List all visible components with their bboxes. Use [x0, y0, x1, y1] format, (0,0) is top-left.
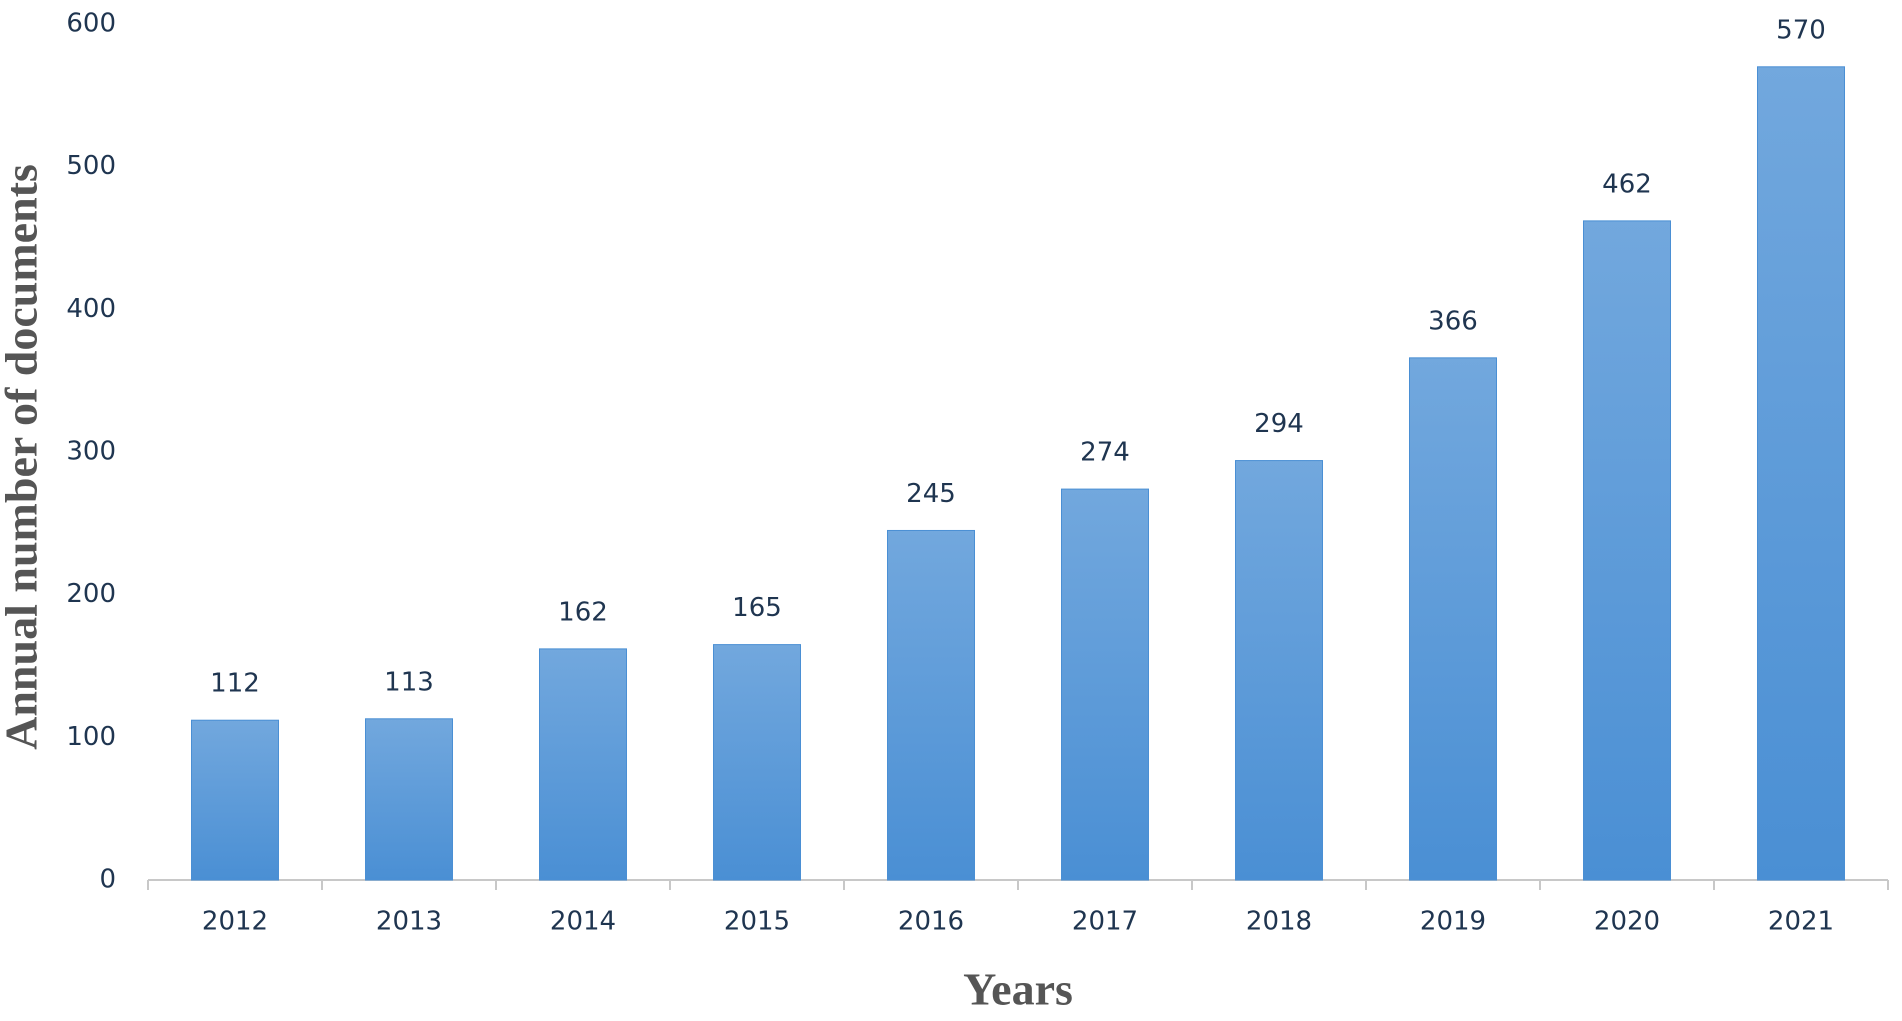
bar	[539, 648, 627, 881]
x-tick-label: 2016	[898, 907, 964, 937]
data-label: 366	[1428, 306, 1478, 336]
y-tick-label: 300	[66, 437, 116, 467]
y-tick-label: 400	[66, 294, 116, 324]
x-tick-label: 2015	[724, 907, 790, 937]
data-label: 162	[558, 597, 608, 627]
data-label: 165	[732, 593, 782, 623]
bar	[1061, 488, 1149, 881]
data-label: 245	[906, 479, 956, 509]
data-label: 112	[210, 669, 260, 699]
x-tick-label: 2013	[376, 907, 442, 937]
y-tick-label: 500	[66, 151, 116, 181]
data-label: 274	[1080, 438, 1130, 468]
data-label: 570	[1776, 15, 1826, 45]
x-tick-label: 2019	[1420, 907, 1486, 937]
x-tick-label: 2012	[202, 907, 268, 937]
bar	[1757, 66, 1845, 881]
y-tick-label: 0	[99, 865, 116, 895]
x-tick-label: 2017	[1072, 907, 1138, 937]
data-label: 294	[1254, 409, 1304, 439]
bar	[887, 529, 975, 881]
bar	[191, 719, 279, 881]
data-label: 462	[1602, 169, 1652, 199]
x-tick-label: 2021	[1768, 907, 1834, 937]
bar	[1235, 460, 1323, 881]
y-axis-title: Annual number of documents	[0, 164, 47, 750]
data-label: 113	[384, 667, 434, 697]
y-tick-label: 600	[66, 9, 116, 39]
x-tick-label: 2014	[550, 907, 616, 937]
x-tick-label: 2018	[1246, 907, 1312, 937]
y-tick-label: 200	[66, 579, 116, 609]
bar	[713, 644, 801, 881]
x-tick-label: 2020	[1594, 907, 1660, 937]
y-tick-label: 100	[66, 722, 116, 752]
bar	[1409, 357, 1497, 881]
bar	[365, 718, 453, 881]
bar	[1583, 220, 1671, 881]
x-axis-title: Years	[963, 964, 1073, 1015]
